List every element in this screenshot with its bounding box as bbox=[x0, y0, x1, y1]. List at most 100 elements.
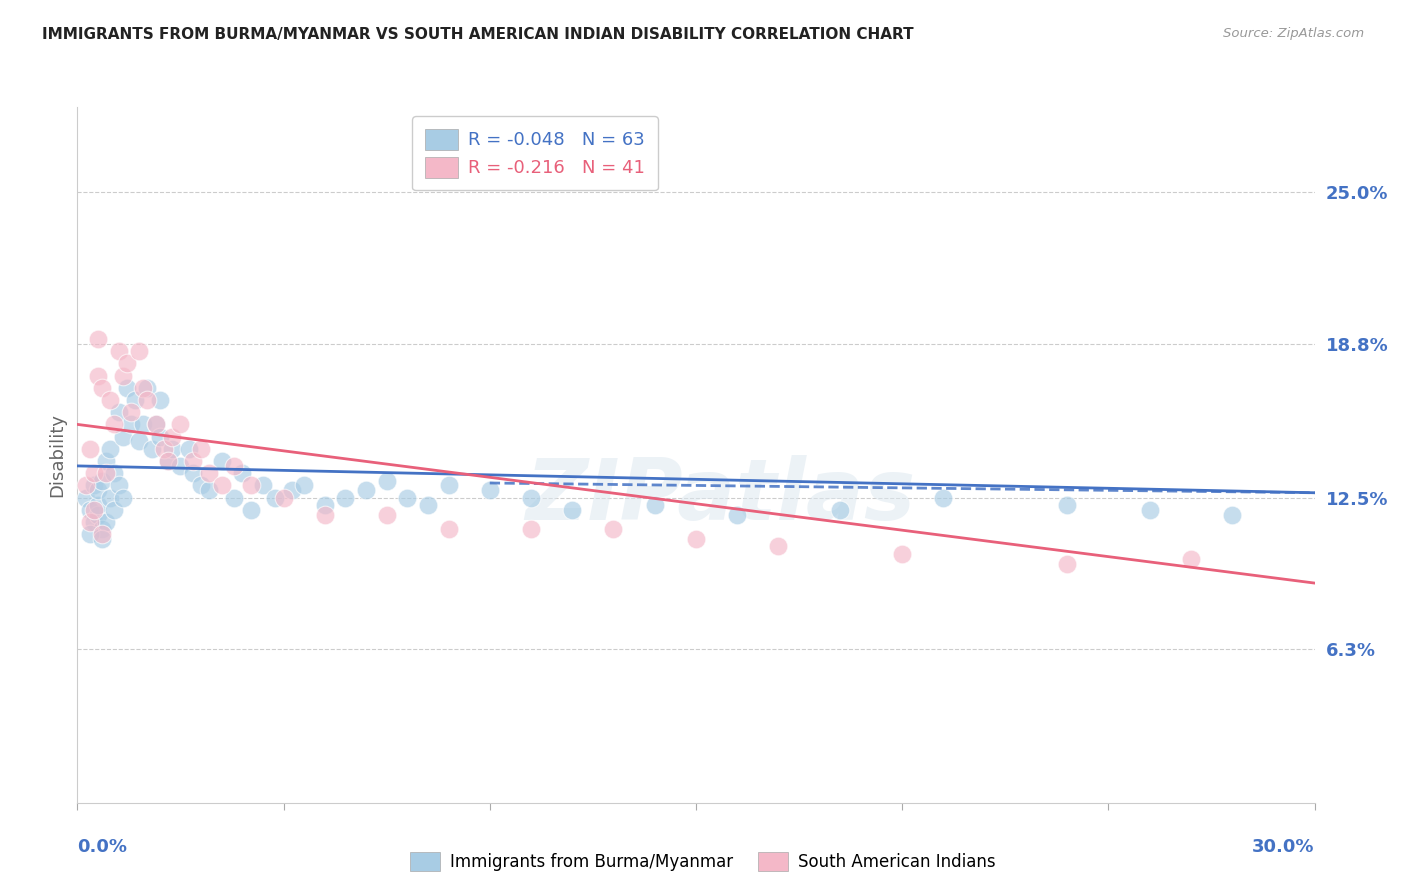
Point bbox=[520, 491, 543, 505]
Point bbox=[222, 458, 245, 473]
Point bbox=[132, 381, 155, 395]
Legend: Immigrants from Burma/Myanmar, South American Indians: Immigrants from Burma/Myanmar, South Ame… bbox=[402, 843, 1004, 880]
Point bbox=[190, 478, 212, 492]
Point bbox=[157, 454, 180, 468]
Point bbox=[111, 368, 134, 383]
Point bbox=[1180, 551, 1202, 566]
Y-axis label: Disability: Disability bbox=[48, 413, 66, 497]
Point bbox=[1139, 503, 1161, 517]
Point bbox=[87, 368, 110, 383]
Point bbox=[169, 458, 191, 473]
Point bbox=[252, 478, 274, 492]
Point bbox=[98, 491, 121, 505]
Point bbox=[198, 467, 221, 481]
Point bbox=[91, 532, 114, 546]
Point bbox=[96, 515, 118, 529]
Legend: R = -0.048   N = 63, R = -0.216   N = 41: R = -0.048 N = 63, R = -0.216 N = 41 bbox=[412, 116, 658, 190]
Point bbox=[830, 503, 852, 517]
Text: Source: ZipAtlas.com: Source: ZipAtlas.com bbox=[1223, 27, 1364, 40]
Point bbox=[103, 467, 125, 481]
Point bbox=[132, 417, 155, 432]
Text: IMMIGRANTS FROM BURMA/MYANMAR VS SOUTH AMERICAN INDIAN DISABILITY CORRELATION CH: IMMIGRANTS FROM BURMA/MYANMAR VS SOUTH A… bbox=[42, 27, 914, 42]
Point bbox=[160, 429, 183, 443]
Point bbox=[292, 478, 315, 492]
Text: ZIPatlas: ZIPatlas bbox=[526, 455, 915, 538]
Point bbox=[768, 540, 790, 554]
Text: 30.0%: 30.0% bbox=[1253, 838, 1315, 856]
Point bbox=[354, 483, 377, 498]
Point bbox=[79, 527, 101, 541]
Point bbox=[160, 442, 183, 456]
Point bbox=[314, 498, 336, 512]
Point bbox=[83, 478, 105, 492]
Point bbox=[211, 478, 233, 492]
Point bbox=[98, 392, 121, 407]
Point bbox=[145, 417, 167, 432]
Point bbox=[375, 508, 398, 522]
Point bbox=[157, 454, 180, 468]
Point bbox=[169, 417, 191, 432]
Point bbox=[115, 381, 138, 395]
Point bbox=[107, 478, 129, 492]
Point bbox=[198, 483, 221, 498]
Point bbox=[79, 515, 101, 529]
Point bbox=[128, 434, 150, 449]
Point bbox=[107, 405, 129, 419]
Text: 0.0%: 0.0% bbox=[77, 838, 128, 856]
Point bbox=[149, 429, 172, 443]
Point bbox=[128, 344, 150, 359]
Point bbox=[153, 442, 176, 456]
Point bbox=[136, 381, 159, 395]
Point bbox=[136, 392, 159, 407]
Point bbox=[181, 454, 204, 468]
Point bbox=[416, 498, 439, 512]
Point bbox=[478, 483, 501, 498]
Point bbox=[396, 491, 419, 505]
Point bbox=[1056, 557, 1078, 571]
Point bbox=[96, 467, 118, 481]
Point bbox=[111, 429, 134, 443]
Point bbox=[602, 522, 624, 536]
Point bbox=[264, 491, 287, 505]
Point bbox=[222, 491, 245, 505]
Point bbox=[87, 332, 110, 346]
Point bbox=[75, 478, 97, 492]
Point bbox=[375, 474, 398, 488]
Point bbox=[79, 442, 101, 456]
Point bbox=[87, 498, 110, 512]
Point bbox=[437, 522, 460, 536]
Point bbox=[124, 392, 146, 407]
Point bbox=[281, 483, 304, 498]
Point bbox=[314, 508, 336, 522]
Point bbox=[145, 417, 167, 432]
Point bbox=[91, 527, 114, 541]
Point bbox=[91, 522, 114, 536]
Point bbox=[211, 454, 233, 468]
Point bbox=[96, 454, 118, 468]
Point bbox=[87, 508, 110, 522]
Point bbox=[273, 491, 295, 505]
Point bbox=[87, 483, 110, 498]
Point bbox=[120, 405, 142, 419]
Point bbox=[177, 442, 200, 456]
Point bbox=[891, 547, 914, 561]
Point bbox=[932, 491, 955, 505]
Point bbox=[1220, 508, 1243, 522]
Point bbox=[79, 503, 101, 517]
Point bbox=[561, 503, 583, 517]
Point bbox=[83, 515, 105, 529]
Point bbox=[685, 532, 707, 546]
Point bbox=[725, 508, 748, 522]
Point bbox=[111, 491, 134, 505]
Point bbox=[103, 503, 125, 517]
Point bbox=[83, 503, 105, 517]
Point bbox=[437, 478, 460, 492]
Point bbox=[190, 442, 212, 456]
Point bbox=[1056, 498, 1078, 512]
Point bbox=[239, 478, 262, 492]
Point bbox=[120, 417, 142, 432]
Point bbox=[181, 467, 204, 481]
Point bbox=[239, 503, 262, 517]
Point bbox=[644, 498, 666, 512]
Point bbox=[231, 467, 253, 481]
